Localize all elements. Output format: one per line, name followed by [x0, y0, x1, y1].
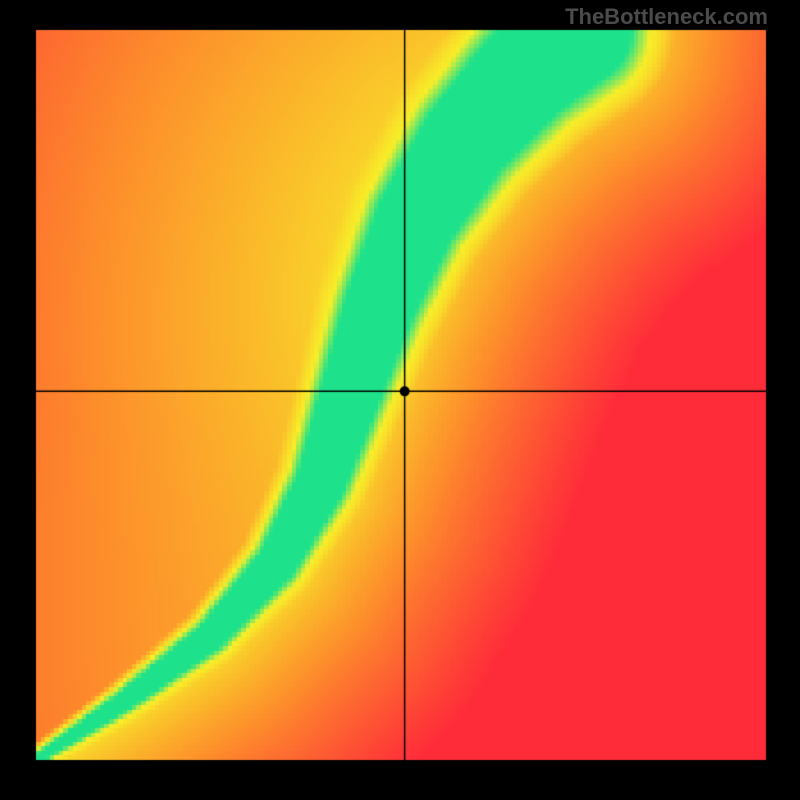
attribution-text: TheBottleneck.com [565, 4, 768, 30]
chart-container: TheBottleneck.com [0, 0, 800, 800]
heatmap-canvas [0, 0, 800, 800]
